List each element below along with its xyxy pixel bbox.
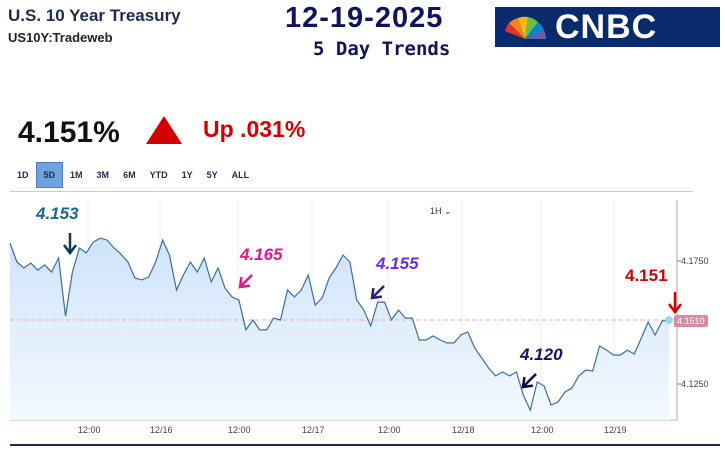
up-triangle-icon: [146, 116, 182, 144]
annotation-label: 4.155: [376, 254, 419, 273]
arrow-icon: [239, 274, 253, 288]
annotation-label: 4.120: [520, 345, 563, 364]
instrument-symbol: US10Y:Tradeweb: [8, 30, 113, 45]
footer-divider: [10, 444, 720, 446]
chevron-down-icon: ⌄: [444, 206, 452, 216]
range-selector: 1D 5D 1M 3M 6M YTD 1Y 5Y ALL: [10, 162, 256, 188]
x-tick-label: 12/16: [150, 425, 173, 435]
interval-value: 1H: [430, 206, 442, 216]
logo-text: CNBC: [555, 7, 658, 46]
date-heading: 12-19-2025: [285, 2, 444, 34]
annotation-label: 4.165: [240, 245, 283, 264]
range-5d[interactable]: 5D: [35, 162, 64, 188]
divider: [10, 191, 693, 192]
range-6m[interactable]: 6M: [123, 170, 136, 180]
range-ytd[interactable]: YTD: [149, 170, 168, 180]
x-tick-label: 12:00: [78, 425, 101, 435]
y-tick-label: 4.1750: [681, 256, 709, 266]
annotation-label: 4.151: [625, 266, 668, 285]
x-tick-label: 12:00: [378, 425, 401, 435]
price-change: Up .031%: [203, 116, 306, 142]
arrow-icon: [238, 276, 251, 289]
arrow-icon: [522, 373, 537, 388]
range-all[interactable]: ALL: [231, 170, 250, 180]
x-tick-label: 12/19: [604, 425, 627, 435]
cnbc-logo: CNBC: [495, 7, 720, 47]
last-value-label: 4.1510: [674, 315, 708, 327]
instrument-title: U.S. 10 Year Treasury: [8, 6, 181, 25]
x-tick-label: 12/17: [302, 425, 325, 435]
arrow-icon: [370, 287, 383, 300]
x-tick-label: 12:00: [531, 425, 554, 435]
x-tick-label: 12/18: [452, 425, 475, 435]
peacock-icon: [505, 16, 547, 39]
area-fill: [10, 238, 669, 420]
interval-dropdown[interactable]: 1H ⌄: [430, 206, 452, 217]
range-1m[interactable]: 1M: [70, 170, 83, 180]
range-1d[interactable]: 1D: [17, 170, 29, 180]
last-point: [665, 316, 673, 325]
arrow-icon: [521, 376, 534, 389]
range-1y[interactable]: 1Y: [181, 170, 193, 180]
price-line: [9, 237, 670, 412]
arrow-icon: [63, 244, 77, 256]
trend-subtitle: 5 Day Trends: [313, 38, 451, 60]
range-5y[interactable]: 5Y: [206, 170, 218, 180]
range-3m[interactable]: 3M: [96, 170, 110, 180]
x-tick-label: 12:00: [228, 425, 251, 435]
arrow-icon: [668, 303, 682, 315]
annotation-label: 4.153: [36, 204, 79, 223]
current-price: 4.151%: [18, 116, 120, 149]
y-tick-label: 4.1250: [681, 379, 709, 389]
arrow-icon: [371, 285, 385, 299]
